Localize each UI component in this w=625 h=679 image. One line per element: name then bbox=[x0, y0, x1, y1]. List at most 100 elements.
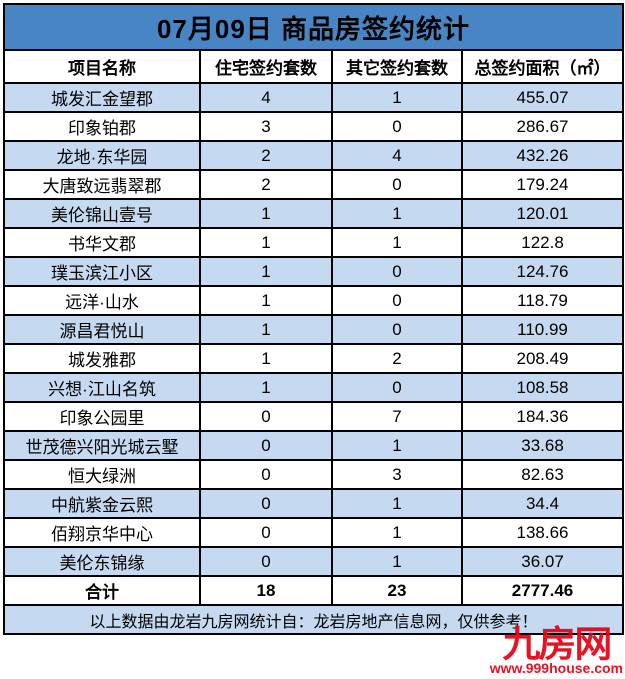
column-header-other-units: 其它签约套数 bbox=[331, 49, 463, 84]
cell-project-name: 世茂德兴阳光城云墅 bbox=[3, 430, 201, 461]
table-row: 恒大绿洲 0 3 82.63 bbox=[3, 459, 625, 490]
cell-residential-units: 1 bbox=[199, 256, 333, 287]
cell-other-units: 1 bbox=[331, 517, 463, 548]
cell-total-area: 108.58 bbox=[460, 372, 625, 403]
cell-total-area: 120.01 bbox=[460, 198, 625, 229]
cell-total-area: 208.49 bbox=[460, 343, 625, 374]
cell-residential-units: 1 bbox=[199, 343, 333, 374]
cell-project-name: 美伦东锦缘 bbox=[3, 546, 201, 577]
cell-total-area: 138.66 bbox=[460, 517, 625, 548]
cell-project-name: 城发雅郡 bbox=[3, 343, 201, 374]
cell-residential-units: 0 bbox=[199, 488, 333, 519]
cell-total-area: 179.24 bbox=[460, 169, 625, 200]
cell-other-units: 3 bbox=[331, 459, 463, 490]
cell-other-units: 0 bbox=[331, 314, 463, 345]
cell-project-name: 印象铂郡 bbox=[3, 111, 201, 142]
table-row: 源昌君悦山 1 0 110.99 bbox=[3, 314, 625, 345]
cell-other-units: 0 bbox=[331, 169, 463, 200]
cell-total-area: 184.36 bbox=[460, 401, 625, 432]
cell-residential-units: 0 bbox=[199, 430, 333, 461]
cell-residential-units: 0 bbox=[199, 546, 333, 577]
cell-other-units: 1 bbox=[331, 198, 463, 229]
header-row: 项目名称 住宅签约套数 其它签约套数 总签约面积（㎡） bbox=[3, 49, 625, 84]
cell-total-area: 110.99 bbox=[460, 314, 625, 345]
cell-other-units: 2 bbox=[331, 343, 463, 374]
cell-other-units: 1 bbox=[331, 488, 463, 519]
table-row: 大唐致远翡翠郡 2 0 179.24 bbox=[3, 169, 625, 200]
cell-project-name: 城发汇金望郡 bbox=[3, 82, 201, 113]
cell-total-area: 36.07 bbox=[460, 546, 625, 577]
cell-total-area: 34.4 bbox=[460, 488, 625, 519]
stats-table-wrapper: 07月09日 商品房签约统计 项目名称 住宅签约套数 其它签约套数 总签约面积（… bbox=[2, 3, 625, 635]
cell-total-area: 33.68 bbox=[460, 430, 625, 461]
cell-total-area: 124.76 bbox=[460, 256, 625, 287]
site-url: www.999house.com bbox=[489, 660, 623, 676]
table-row: 世茂德兴阳光城云墅 0 1 33.68 bbox=[3, 430, 625, 461]
cell-other-units: 1 bbox=[331, 546, 463, 577]
total-other-units: 23 bbox=[331, 575, 463, 606]
cell-residential-units: 0 bbox=[199, 459, 333, 490]
table-row: 远洋·山水 1 0 118.79 bbox=[3, 285, 625, 316]
cell-project-name: 兴想·江山名筑 bbox=[3, 372, 201, 403]
table-row: 璞玉滨江小区 1 0 124.76 bbox=[3, 256, 625, 287]
cell-project-name: 美伦锦山壹号 bbox=[3, 198, 201, 229]
cell-project-name: 大唐致远翡翠郡 bbox=[3, 169, 201, 200]
table-row: 中航紫金云熙 0 1 34.4 bbox=[3, 488, 625, 519]
cell-total-area: 82.63 bbox=[460, 459, 625, 490]
cell-residential-units: 1 bbox=[199, 227, 333, 258]
total-label: 合计 bbox=[3, 575, 201, 606]
cell-project-name: 恒大绿洲 bbox=[3, 459, 201, 490]
column-header-residential-units: 住宅签约套数 bbox=[199, 49, 333, 84]
cell-total-area: 122.8 bbox=[460, 227, 625, 258]
table-row: 城发雅郡 1 2 208.49 bbox=[3, 343, 625, 374]
cell-other-units: 0 bbox=[331, 372, 463, 403]
table-row: 书华文郡 1 1 122.8 bbox=[3, 227, 625, 258]
cell-residential-units: 1 bbox=[199, 372, 333, 403]
cell-project-name: 璞玉滨江小区 bbox=[3, 256, 201, 287]
cell-other-units: 0 bbox=[331, 285, 463, 316]
table-row: 佰翔京华中心 0 1 138.66 bbox=[3, 517, 625, 548]
cell-project-name: 远洋·山水 bbox=[3, 285, 201, 316]
column-header-project-name: 项目名称 bbox=[3, 49, 201, 84]
signing-stats-table: 07月09日 商品房签约统计 项目名称 住宅签约套数 其它签约套数 总签约面积（… bbox=[2, 3, 625, 635]
cell-total-area: 118.79 bbox=[460, 285, 625, 316]
total-residential-units: 18 bbox=[199, 575, 333, 606]
footer-note: 以上数据由龙岩九房网统计自：龙岩房地产信息网，仅供参考！ bbox=[2, 604, 625, 635]
cell-project-name: 龙地·东华园 bbox=[3, 140, 201, 171]
cell-total-area: 286.67 bbox=[460, 111, 625, 142]
cell-residential-units: 3 bbox=[199, 111, 333, 142]
table-row: 美伦东锦缘 0 1 36.07 bbox=[3, 546, 625, 577]
cell-project-name: 佰翔京华中心 bbox=[3, 517, 201, 548]
cell-project-name: 源昌君悦山 bbox=[3, 314, 201, 345]
table-row: 城发汇金望郡 4 1 455.07 bbox=[3, 82, 625, 113]
cell-total-area: 432.26 bbox=[460, 140, 625, 171]
page-title: 07月09日 商品房签约统计 bbox=[2, 3, 625, 51]
cell-project-name: 书华文郡 bbox=[3, 227, 201, 258]
cell-other-units: 7 bbox=[331, 401, 463, 432]
cell-residential-units: 0 bbox=[199, 517, 333, 548]
cell-project-name: 印象公园里 bbox=[3, 401, 201, 432]
cell-total-area: 455.07 bbox=[460, 82, 625, 113]
cell-other-units: 0 bbox=[331, 256, 463, 287]
table-row: 印象铂郡 3 0 286.67 bbox=[3, 111, 625, 142]
cell-residential-units: 0 bbox=[199, 401, 333, 432]
cell-other-units: 1 bbox=[331, 227, 463, 258]
column-header-total-area: 总签约面积（㎡） bbox=[460, 49, 625, 84]
table-row: 印象公园里 0 7 184.36 bbox=[3, 401, 625, 432]
cell-residential-units: 4 bbox=[199, 82, 333, 113]
table-row: 美伦锦山壹号 1 1 120.01 bbox=[3, 198, 625, 229]
cell-residential-units: 1 bbox=[199, 314, 333, 345]
total-area: 2777.46 bbox=[460, 575, 625, 606]
cell-residential-units: 1 bbox=[199, 198, 333, 229]
table-row: 兴想·江山名筑 1 0 108.58 bbox=[3, 372, 625, 403]
table-row: 龙地·东华园 2 4 432.26 bbox=[3, 140, 625, 171]
cell-other-units: 4 bbox=[331, 140, 463, 171]
footer-row: 以上数据由龙岩九房网统计自：龙岩房地产信息网，仅供参考！ bbox=[2, 604, 625, 635]
cell-other-units: 1 bbox=[331, 430, 463, 461]
cell-residential-units: 1 bbox=[199, 285, 333, 316]
total-row: 合计 18 23 2777.46 bbox=[3, 575, 625, 606]
cell-residential-units: 2 bbox=[199, 140, 333, 171]
cell-residential-units: 2 bbox=[199, 169, 333, 200]
cell-project-name: 中航紫金云熙 bbox=[3, 488, 201, 519]
